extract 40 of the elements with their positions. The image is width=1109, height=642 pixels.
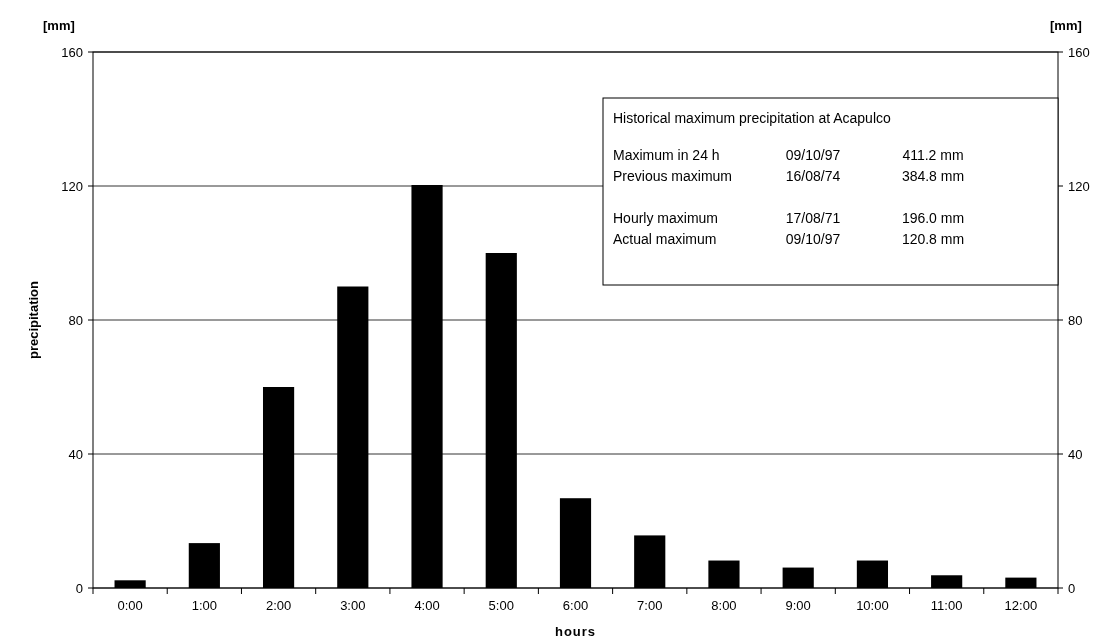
- y2-tick-label: 0: [1068, 580, 1076, 596]
- annotation: 16/08/74: [785, 168, 841, 184]
- y-tick-label: 40: [68, 446, 83, 462]
- y-tick-label: 80: [68, 312, 83, 328]
- y-tick-label: 160: [61, 44, 83, 60]
- text: [mm]: [43, 18, 75, 33]
- x-tick-label: 4:00: [414, 598, 440, 613]
- annotation: 120.8 mm: [901, 231, 965, 247]
- x-tick-label: 0:00: [117, 598, 143, 613]
- annotation: 196.0 mm: [901, 210, 965, 226]
- y-tick-label: 120: [61, 178, 83, 194]
- x-tick-label: 9:00: [785, 598, 811, 613]
- y2-tick-label: 40: [1068, 446, 1083, 462]
- x-tick-label: 1:00: [191, 598, 217, 613]
- annotation: Actual maximum: [613, 231, 717, 247]
- annotation: 09/10/97: [785, 231, 841, 247]
- annotation: 384.8 mm: [901, 168, 965, 184]
- annotation: Previous maximum: [613, 168, 733, 184]
- annotation: 411.2 mm: [902, 147, 964, 163]
- y2-tick-label: 160: [1068, 44, 1090, 60]
- x-tick-label: 5:00: [488, 598, 514, 613]
- x-tick-label: 10:00: [856, 598, 889, 613]
- annotation: Hourly maximum: [613, 210, 719, 226]
- annotation: 17/08/71: [785, 210, 841, 226]
- x-tick-label: 2:00: [265, 598, 292, 613]
- x-tick-label: 12:00: [1004, 598, 1038, 613]
- x-tick-label: 7:00: [637, 598, 663, 613]
- x-tick-label: 11:00: [930, 598, 963, 613]
- x-tick-label: 8:00: [711, 598, 737, 613]
- y-axis-title: precipitation: [26, 280, 41, 360]
- x-tick-label: 3:00: [340, 598, 366, 613]
- text: [mm]: [1050, 18, 1082, 33]
- annotation: 09/10/97: [785, 147, 841, 163]
- x-tick-label: 6:00: [562, 598, 589, 613]
- y-tick-label: 0: [75, 580, 83, 596]
- y2-tick-label: 80: [1068, 312, 1083, 328]
- annotation: Maximum in 24 h: [613, 147, 720, 163]
- y2-tick-label: 120: [1068, 178, 1090, 194]
- x-axis-title: hours: [554, 624, 597, 639]
- annotation: Historical maximum precipitation at Acapulco: [613, 110, 891, 126]
